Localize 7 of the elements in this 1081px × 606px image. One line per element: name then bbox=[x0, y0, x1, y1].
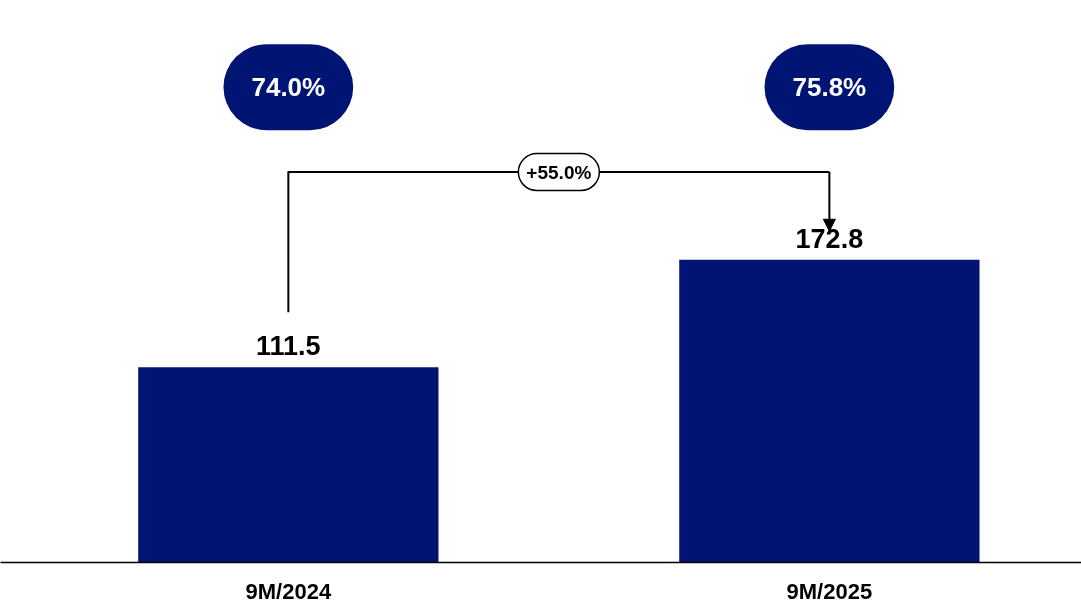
x-tick-label: 9M/2024 bbox=[245, 578, 332, 604]
text: 74.0% bbox=[251, 72, 326, 103]
x-tick-label: 9M/2025 bbox=[786, 578, 873, 604]
text: +55.0% bbox=[526, 161, 592, 183]
text: 75.8% bbox=[792, 72, 867, 103]
data-label: 172.8 bbox=[795, 223, 864, 254]
data-label: 111.5 bbox=[256, 331, 321, 362]
